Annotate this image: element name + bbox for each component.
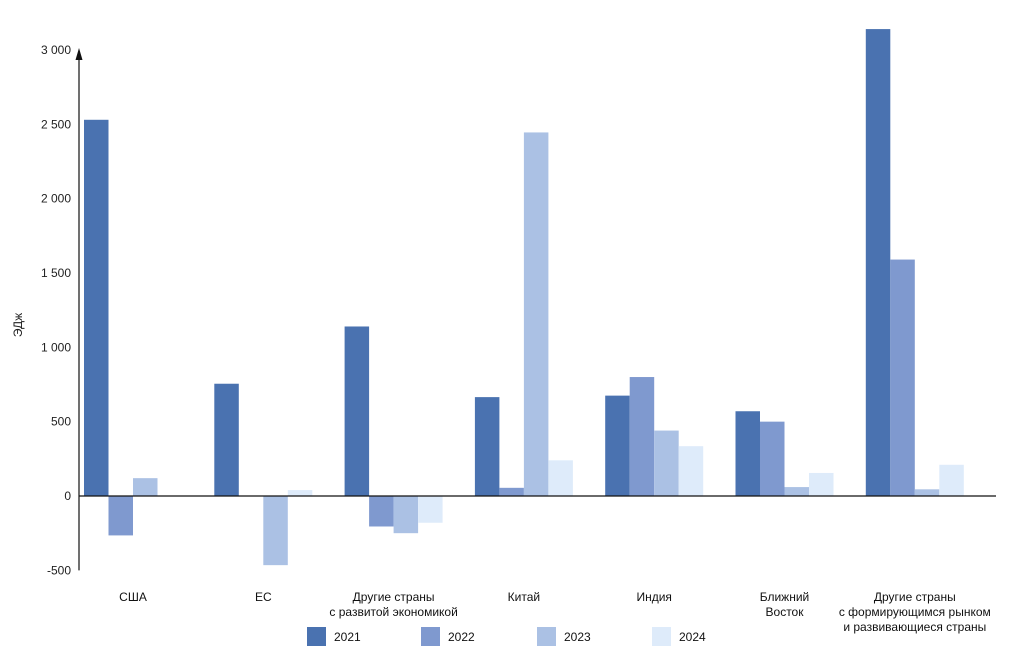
- y-axis-label: ЭДж: [11, 313, 25, 337]
- category-label: Ближний Восток: [760, 590, 810, 619]
- y-tick-label: 1 500: [41, 266, 71, 280]
- y-tick-label: 0: [64, 489, 71, 503]
- category-label-line: Китай: [508, 590, 540, 604]
- bar-2023-6: [914, 489, 940, 496]
- category-label: ЕС: [255, 590, 272, 604]
- category-label: Другие страны с формирующимся рынком и раз…: [839, 590, 991, 634]
- legend-swatch-2022: [421, 627, 440, 646]
- bar-2024-1: [287, 490, 313, 496]
- bar-2024-6: [939, 464, 964, 496]
- category-label-line: Другие страны: [353, 590, 435, 604]
- bar-2023-5: [784, 487, 809, 496]
- bar-2024-5: [809, 472, 834, 496]
- y-tick-label: 2 000: [41, 192, 71, 206]
- bar-2024-4: [678, 446, 704, 496]
- bar-2023-4: [654, 430, 679, 496]
- bar-2022-5: [760, 421, 785, 496]
- bar-2024-2: [418, 496, 443, 523]
- legend-swatch-2021: [307, 627, 326, 646]
- bar-2021-3: [474, 397, 500, 496]
- category-label-line: Ближний: [760, 590, 810, 604]
- y-tick-labels: -500 0 500 1 000 1 500 2 000 2 500 3 000: [41, 43, 71, 577]
- legend-label-2022: 2022: [448, 630, 475, 644]
- category-label-line: с развитой экономикой: [329, 605, 457, 619]
- bar-2021-5: [735, 411, 760, 496]
- bar-2022-6: [890, 259, 915, 496]
- y-tick-label: 2 500: [41, 117, 71, 131]
- category-label: Другие страны с развитой экономикой: [329, 590, 457, 619]
- bar-2023-1: [263, 496, 288, 566]
- category-label: Индия: [636, 590, 671, 604]
- bar-2021-4: [605, 395, 630, 496]
- bar-2023-2: [393, 496, 419, 534]
- legend: 2021 2022 2023 2024: [307, 627, 706, 646]
- category-label-line: Другие страны: [874, 590, 956, 604]
- bar-2021-6: [865, 29, 891, 496]
- y-tick-label: 500: [51, 415, 71, 429]
- bar-2022-3: [499, 487, 524, 496]
- category-label: США: [119, 590, 147, 604]
- y-tick-label: 1 000: [41, 340, 71, 354]
- bar-2023-3: [523, 132, 549, 496]
- bar-2023-0: [133, 478, 158, 496]
- y-axis-arrow-icon: [75, 48, 83, 60]
- category-label-line: США: [119, 590, 147, 604]
- category-label-line: с формирующимся рынком: [839, 605, 991, 619]
- y-tick-label: 3 000: [41, 43, 71, 57]
- legend-swatch-2023: [537, 627, 556, 646]
- legend-label-2023: 2023: [564, 630, 591, 644]
- category-label-line: и развивающиеся страны: [843, 620, 986, 634]
- category-label-line: Индия: [636, 590, 671, 604]
- y-tick-label: -500: [47, 563, 71, 577]
- bar-2022-2: [369, 496, 394, 527]
- legend-label-2024: 2024: [679, 630, 706, 644]
- category-labels: США ЕС Другие страны с развитой экономикойК…: [119, 590, 991, 634]
- bar-2021-2: [344, 326, 370, 496]
- bar-2022-0: [108, 496, 133, 536]
- legend-swatch-2024: [652, 627, 671, 646]
- bar-2024-3: [548, 460, 573, 496]
- bar-2021-0: [84, 119, 109, 496]
- bar-2022-4: [629, 377, 655, 496]
- category-label: Китай: [508, 590, 540, 604]
- legend-label-2021: 2021: [334, 630, 361, 644]
- category-label-line: Восток: [766, 605, 805, 619]
- category-label-line: ЕС: [255, 590, 272, 604]
- bars-group: [84, 29, 964, 566]
- bar-2021-1: [214, 383, 239, 496]
